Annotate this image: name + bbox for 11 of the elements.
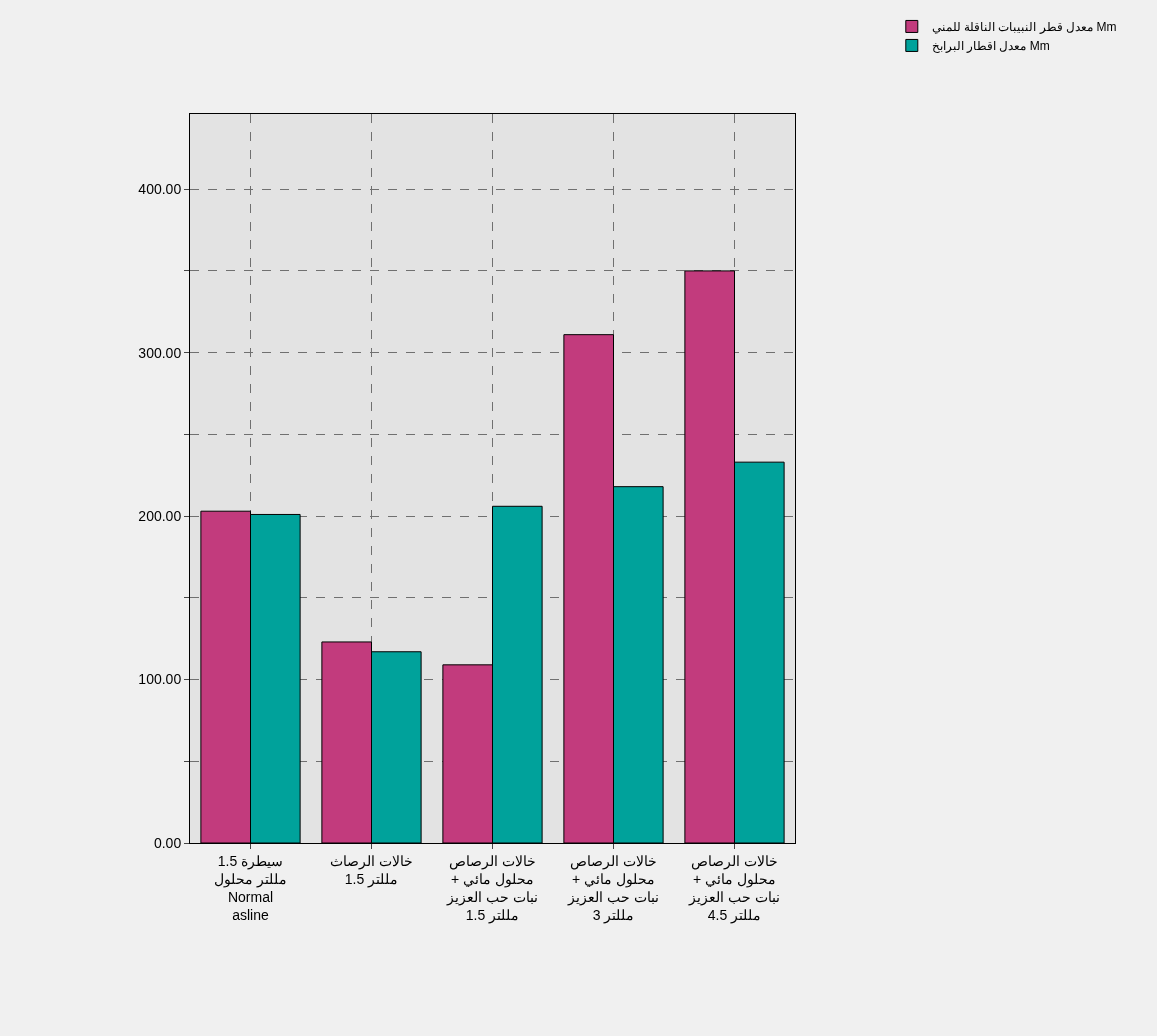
- x-tick-label: خالات الرصاث 1.5 مللتر: [330, 852, 413, 888]
- y-tick-label: 400.00: [138, 181, 182, 198]
- y-tick-label: 100.00: [138, 671, 182, 688]
- legend-label: معدل قطر النبيبات الناقلة للمني Mm: [931, 20, 1117, 35]
- legend-label: معدل اقطار البرابخ Mm: [931, 39, 1050, 54]
- y-tick-label: 0.00: [153, 834, 182, 851]
- x-tick-label: خالات الرصاص + محلول مائي نبات حب العزيز 1.5 مللتر: [446, 852, 538, 925]
- x-tick-label: خالات الرصاص + محلول مائي نبات حب العزيز 3 مللتر: [567, 852, 659, 925]
- y-tick-label: 300.00: [138, 344, 182, 361]
- x-tick-label: خالات الرصاص + محلول مائي نبات حب العزيز 4.5 مللتر: [688, 852, 780, 925]
- y-tick-label: 200.00: [138, 507, 182, 524]
